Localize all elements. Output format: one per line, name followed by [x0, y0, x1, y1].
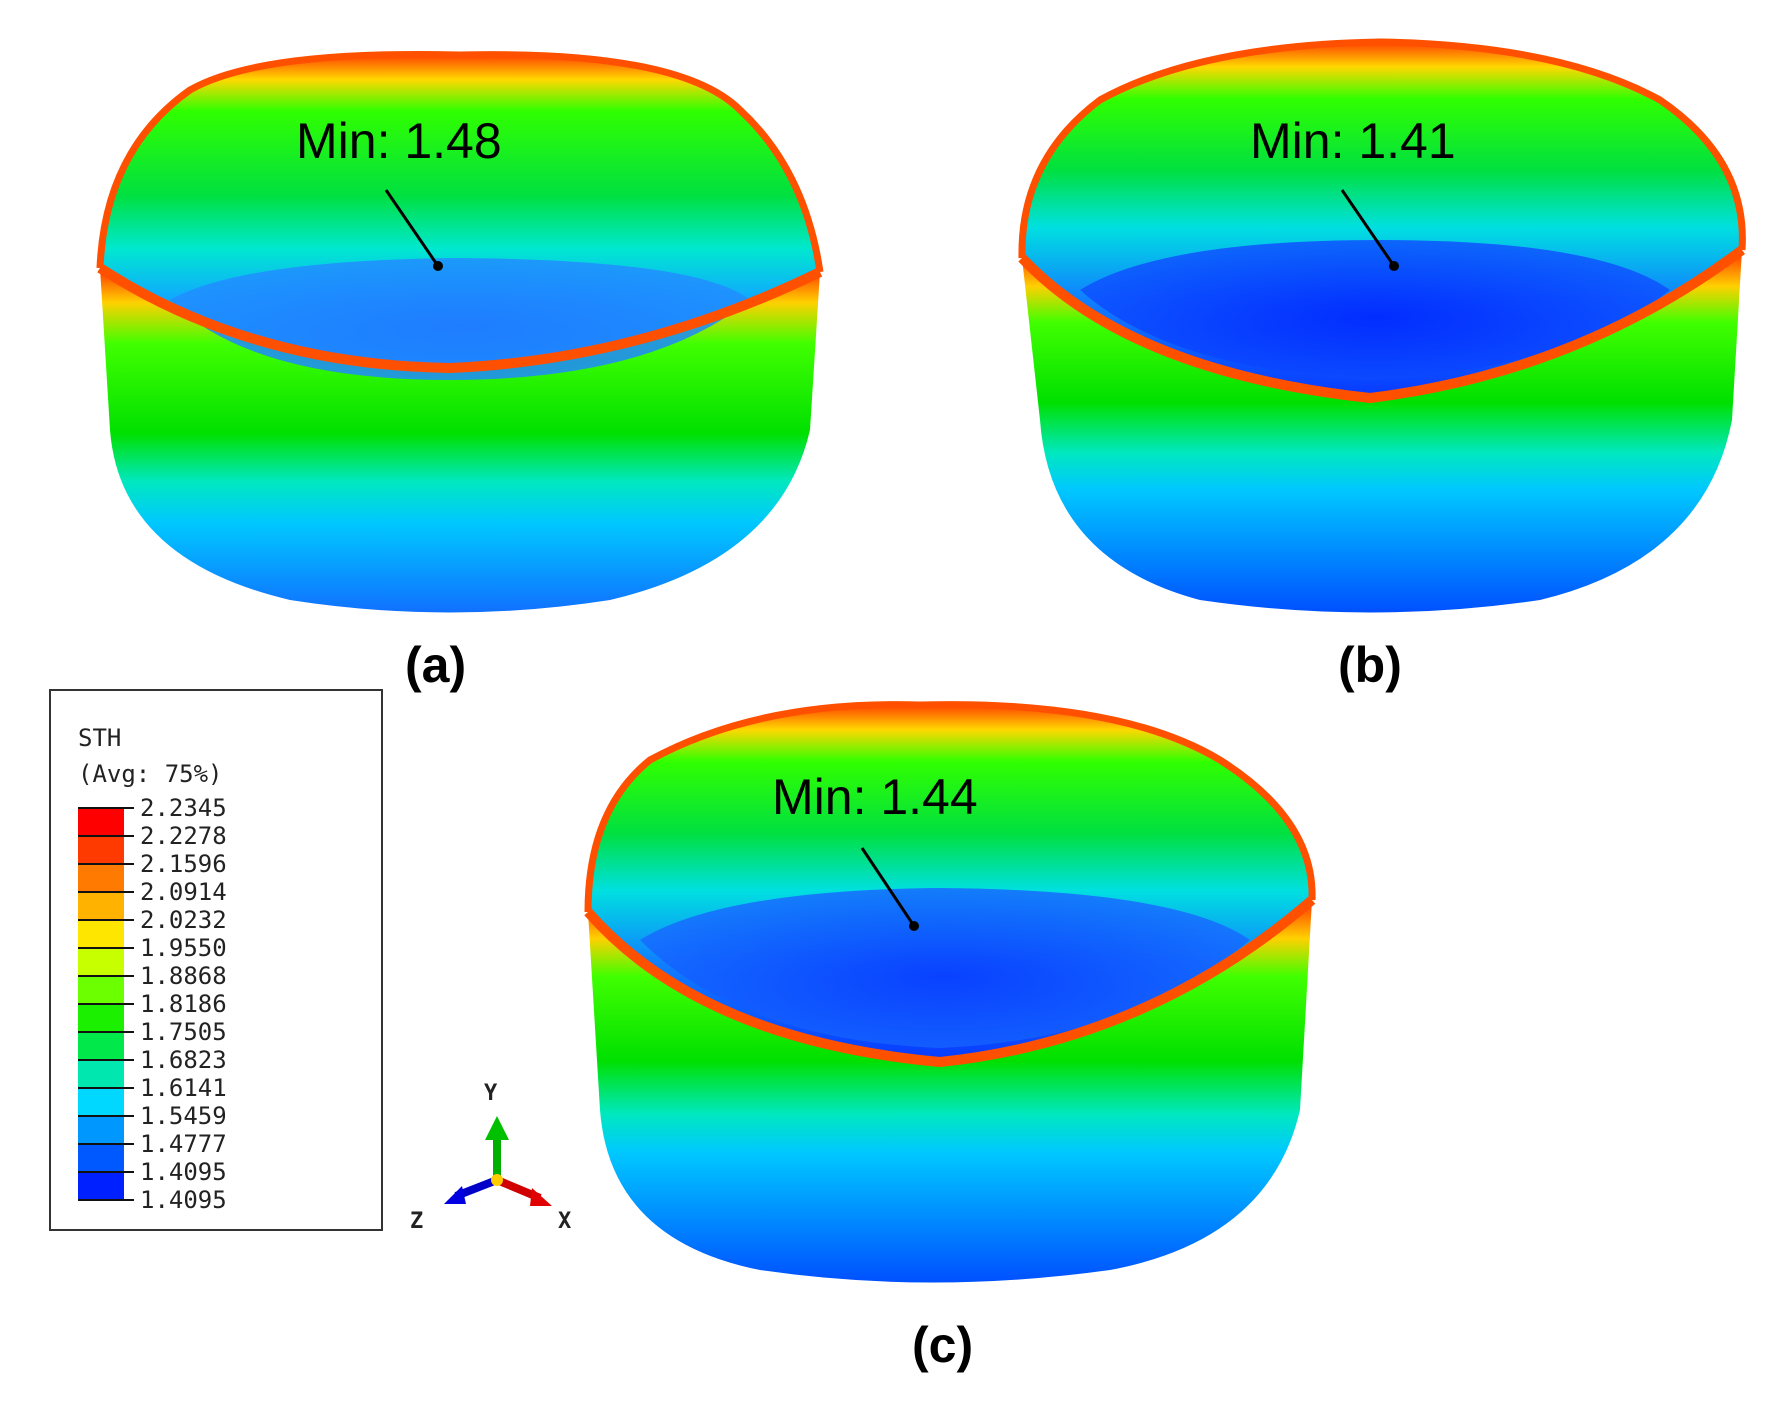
legend-value-label: 1.7505 — [140, 1018, 227, 1046]
cup-c-outer-wall — [588, 900, 1312, 1283]
legend-value-label: 2.0232 — [140, 906, 227, 934]
y-axis-label: Y — [484, 1081, 498, 1106]
cup-b-min-point — [1389, 261, 1399, 271]
legend: STH (Avg: 75%) 2.23452.22782.15962.09142… — [49, 689, 383, 1231]
cup-a-min-point — [433, 261, 443, 271]
cup-c-rim — [584, 896, 1316, 1068]
legend-value-label: 1.9550 — [140, 934, 227, 962]
x-axis-arrowhead — [530, 1188, 552, 1206]
cup-b-min-label: Min: 1.41 — [1250, 113, 1456, 169]
cup-c-min-point — [909, 921, 919, 931]
z-axis-label: Z — [410, 1209, 423, 1234]
cup-c-floor — [640, 888, 1250, 1048]
panel-label-a: (a) — [405, 637, 466, 693]
legend-swatch — [78, 920, 124, 948]
cup-b-floor — [1080, 240, 1670, 380]
legend-value-label: 1.6141 — [140, 1074, 227, 1102]
legend-value-label: 2.1596 — [140, 850, 227, 878]
legend-swatch — [78, 1032, 124, 1060]
legend-value-label: 1.4777 — [140, 1130, 227, 1158]
legend-value-label: 1.4095 — [140, 1186, 227, 1214]
legend-value-label: 2.2278 — [140, 822, 227, 850]
cup-c-min-label: Min: 1.44 — [772, 769, 978, 825]
legend-swatch — [78, 1116, 124, 1144]
legend-swatch — [78, 864, 124, 892]
panel-label-b: (b) — [1338, 637, 1402, 693]
legend-swatch — [78, 1004, 124, 1032]
cup-b-rim — [1018, 246, 1746, 404]
legend-variable: STH — [78, 724, 121, 752]
cup-a: Min: 1.48 — [96, 50, 824, 613]
cup-a-leader-line — [384, 189, 440, 267]
legend-swatch — [78, 808, 124, 836]
y-axis-arrowhead — [485, 1116, 509, 1140]
legend-value-label: 1.4095 — [140, 1158, 227, 1186]
legend-values: 2.23452.22782.15962.09142.02321.95501.88… — [140, 794, 227, 1214]
legend-averaging: (Avg: 75%) — [78, 760, 223, 788]
legend-swatch — [78, 1144, 124, 1172]
legend-value-label: 1.6823 — [140, 1046, 227, 1074]
legend-swatch — [78, 1088, 124, 1116]
legend-swatches — [78, 807, 134, 1201]
cup-a-min-label: Min: 1.48 — [296, 113, 502, 169]
legend-value-label: 1.5459 — [140, 1102, 227, 1130]
legend-value-label: 1.8868 — [140, 962, 227, 990]
cup-b-outer-wall — [1022, 250, 1742, 613]
x-axis-label: X — [558, 1209, 571, 1234]
panel-label-c: (c) — [912, 1317, 973, 1373]
legend-swatch — [78, 836, 124, 864]
legend-swatch — [78, 1060, 124, 1088]
legend-value-label: 1.8186 — [140, 990, 227, 1018]
legend-swatch — [78, 976, 124, 1004]
legend-swatch — [78, 1172, 124, 1200]
cup-b-leader-line — [1340, 189, 1396, 267]
legend-value-label: 2.2345 — [140, 794, 227, 822]
cup-b: Min: 1.41 — [1018, 38, 1746, 613]
legend-swatch — [78, 892, 124, 920]
coordinate-triad: Y Z X — [410, 1081, 571, 1234]
z-axis-arrowhead — [444, 1186, 466, 1204]
legend-value-label: 2.0914 — [140, 878, 227, 906]
cup-a-rim — [97, 263, 823, 374]
legend-swatch — [78, 948, 124, 976]
cup-c: Min: 1.44 — [584, 701, 1316, 1283]
cup-c-leader-line — [860, 847, 916, 927]
